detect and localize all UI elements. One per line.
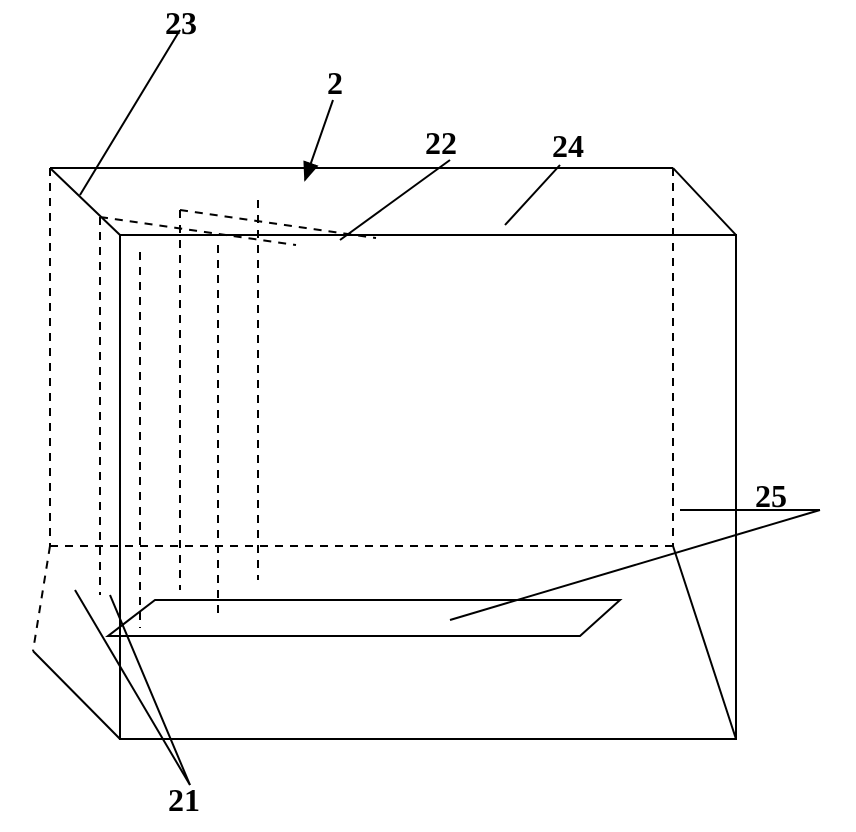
inner-diag-0 — [100, 217, 296, 245]
inner-diag-1 — [180, 210, 376, 238]
label-22: 22 — [425, 125, 457, 162]
label-21: 21 — [168, 782, 200, 819]
top-right-diag — [673, 168, 736, 235]
inner-bottom-rect — [108, 600, 620, 636]
label-23: 23 — [165, 5, 197, 42]
lead-24 — [505, 165, 560, 225]
front-face — [120, 235, 736, 739]
bottom-right-diag — [673, 546, 736, 739]
label-2: 2 — [327, 65, 343, 102]
lead-21 — [110, 595, 190, 785]
label-24: 24 — [552, 128, 584, 165]
top-left-diag — [50, 168, 120, 235]
bottom-left-diag-hidden — [33, 546, 50, 651]
bottom-left-diag-ext — [33, 651, 120, 739]
lead-21b — [75, 590, 190, 785]
label-25: 25 — [755, 478, 787, 515]
lead-25 — [450, 510, 820, 620]
lead-22 — [340, 160, 450, 240]
lead-23 — [80, 30, 180, 195]
